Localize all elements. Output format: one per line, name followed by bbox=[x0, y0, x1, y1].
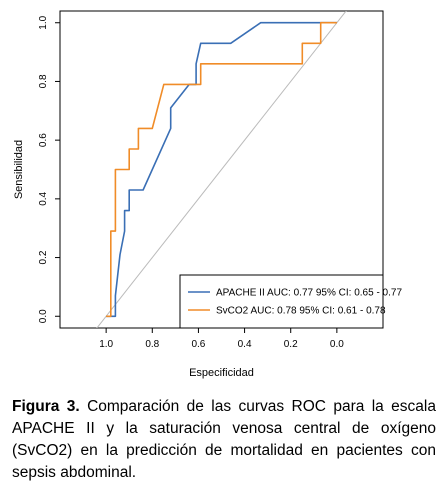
legend-label-series-2: SvCO2 AUC: 0.78 95% CI: 0.61 - 0.78 bbox=[216, 306, 386, 317]
x-tick-label: 0.0 bbox=[330, 339, 344, 350]
x-axis-title: Especificidad bbox=[189, 367, 254, 379]
y-tick-label: 0.6 bbox=[38, 133, 49, 147]
y-tick-label: 0.2 bbox=[38, 250, 49, 264]
figure-caption-text: Comparación de las curvas ROC para la es… bbox=[12, 398, 436, 481]
legend-box bbox=[179, 274, 384, 329]
y-tick-label: 1.0 bbox=[38, 15, 49, 29]
figure-caption: Figura 3. Comparación de las curvas ROC … bbox=[12, 396, 436, 484]
y-tick-label: 0.4 bbox=[38, 191, 49, 205]
roc-curve-series-2 bbox=[106, 21, 337, 318]
reference-diagonal-line bbox=[96, 11, 347, 328]
x-tick-label: 1.0 bbox=[99, 339, 113, 350]
y-tick-label: 0.0 bbox=[38, 309, 49, 323]
x-tick-label: 0.2 bbox=[284, 339, 298, 350]
chart-legend: APACHE II AUC: 0.77 95% CI: 0.65 - 0.77 S… bbox=[179, 274, 402, 329]
x-tick-label: 0.8 bbox=[145, 339, 159, 350]
roc-chart: 1.0 0.8 0.6 0.4 0.2 0.0 0.0 0.2 0.4 0.6 0.8 1.0 Espe… bbox=[13, 10, 402, 379]
y-axis-title: Sensibilidad bbox=[13, 140, 25, 199]
legend-label-series-1: APACHE II AUC: 0.77 95% CI: 0.65 - 0.77 bbox=[216, 288, 402, 299]
x-tick-label: 0.4 bbox=[238, 339, 252, 350]
x-tick-label: 0.6 bbox=[191, 339, 205, 350]
y-tick-label: 0.8 bbox=[38, 74, 49, 88]
roc-curve-series-1 bbox=[106, 21, 337, 318]
plot-area: 1.0 0.8 0.6 0.4 0.2 0.0 0.0 0.2 0.4 0.6 0.8 1.0 Espe… bbox=[13, 10, 402, 379]
figure-label: Figura 3. bbox=[12, 398, 80, 415]
